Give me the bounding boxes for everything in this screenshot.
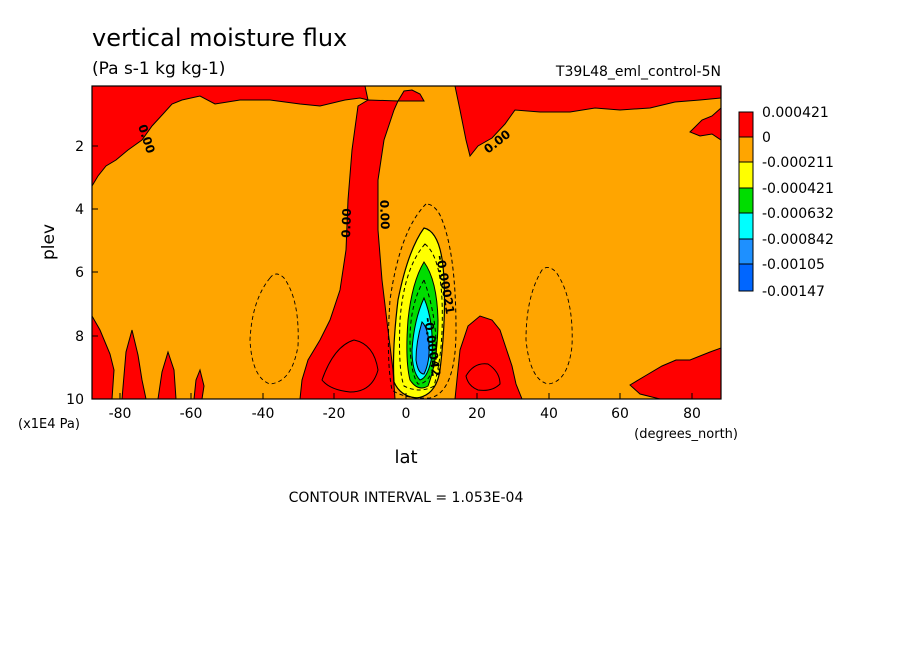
positive-region-top-band bbox=[92, 86, 369, 187]
y-axis bbox=[92, 145, 98, 400]
positive-region-left-spike-d bbox=[193, 368, 205, 399]
positive-region-left-spike-c bbox=[157, 350, 177, 399]
dashed-contour-equator-outer bbox=[387, 203, 457, 399]
legend-label: -0.000421 bbox=[762, 181, 834, 197]
positive-region-left-spike-b bbox=[121, 329, 147, 399]
legend-swatch-deep-blue bbox=[738, 263, 754, 292]
positive-region-equator-column bbox=[299, 99, 399, 399]
dashed-contour-south-cell bbox=[249, 273, 299, 385]
legend-swatch-green bbox=[738, 187, 754, 214]
legend-swatch-yellow bbox=[738, 161, 754, 189]
x-axis-title: lat bbox=[394, 447, 417, 468]
contour-label: 0.00 bbox=[339, 208, 354, 238]
y-tick-label: 8 bbox=[75, 329, 84, 345]
x-tick-label: -80 bbox=[109, 406, 132, 422]
legend-label: -0.00105 bbox=[762, 257, 825, 273]
color-legend: 0.000421 0 -0.000211 -0.000421 -0.000632… bbox=[738, 105, 834, 300]
legend-labels: 0.000421 0 -0.000211 -0.000421 -0.000632… bbox=[762, 105, 834, 300]
legend-label: 0.000421 bbox=[762, 105, 829, 121]
y-tick-label: 2 bbox=[75, 139, 84, 155]
x-tick-label: -20 bbox=[323, 406, 346, 422]
contour-label: 0.00 bbox=[377, 200, 392, 230]
x-tick-label: 40 bbox=[540, 406, 558, 422]
negative-region-blue bbox=[415, 321, 430, 375]
x-tick-label: -60 bbox=[180, 406, 203, 422]
positive-region-far-right bbox=[629, 347, 721, 399]
legend-swatches bbox=[738, 111, 754, 292]
positive-region-top-center bbox=[397, 89, 425, 102]
dashed-contours bbox=[249, 203, 573, 399]
x-axis-units: (degrees_north) bbox=[634, 427, 738, 442]
legend-swatch-red bbox=[738, 111, 754, 138]
y-tick-labels: 2 4 6 8 10 bbox=[66, 139, 84, 408]
chart-units: (Pa s-1 kg kg-1) bbox=[92, 59, 225, 79]
y-axis-title: plev bbox=[39, 224, 59, 260]
x-axis bbox=[119, 393, 693, 399]
contour-field: 0.00 0.00 0.00 0.00 -0.00021 -0.00042 bbox=[92, 86, 721, 399]
y-tick-label: 4 bbox=[75, 202, 84, 218]
dashed-contour-equator-core bbox=[409, 278, 437, 385]
legend-swatch-blue bbox=[738, 238, 754, 265]
positive-region-top-right bbox=[454, 86, 721, 158]
legend-label: 0 bbox=[762, 130, 771, 146]
contour-loop-north bbox=[465, 363, 501, 391]
legend-swatch-cyan bbox=[738, 212, 754, 240]
contour-interval: CONTOUR INTERVAL = 1.053E-04 bbox=[289, 490, 524, 506]
y-tick-label: 6 bbox=[75, 265, 84, 281]
x-tick-label: 20 bbox=[468, 406, 486, 422]
y-tick-label: 10 bbox=[66, 392, 84, 408]
legend-label: -0.000842 bbox=[762, 232, 834, 248]
dashed-contour-equator-inner bbox=[399, 243, 443, 391]
x-tick-label: -40 bbox=[252, 406, 275, 422]
x-tick-label: 0 bbox=[402, 406, 411, 422]
y-axis-units: (x1E4 Pa) bbox=[18, 417, 80, 432]
legend-label: -0.000632 bbox=[762, 206, 834, 222]
legend-label: -0.00147 bbox=[762, 284, 825, 300]
contour-loop-south bbox=[321, 339, 379, 393]
x-tick-label: 60 bbox=[611, 406, 629, 422]
positive-region-right-blob bbox=[454, 315, 523, 399]
legend-swatch-orange bbox=[738, 136, 754, 163]
positive-region-left-spike-a bbox=[92, 314, 115, 399]
x-tick-labels: -80 -60 -40 -20 0 20 40 60 80 bbox=[109, 406, 701, 422]
chart-title: vertical moisture flux bbox=[92, 24, 347, 52]
positive-region-right-edge bbox=[689, 107, 721, 141]
legend-label: -0.000211 bbox=[762, 155, 834, 171]
x-tick-label: 80 bbox=[683, 406, 701, 422]
dataset-label: T39L48_eml_control-5N bbox=[555, 64, 721, 80]
